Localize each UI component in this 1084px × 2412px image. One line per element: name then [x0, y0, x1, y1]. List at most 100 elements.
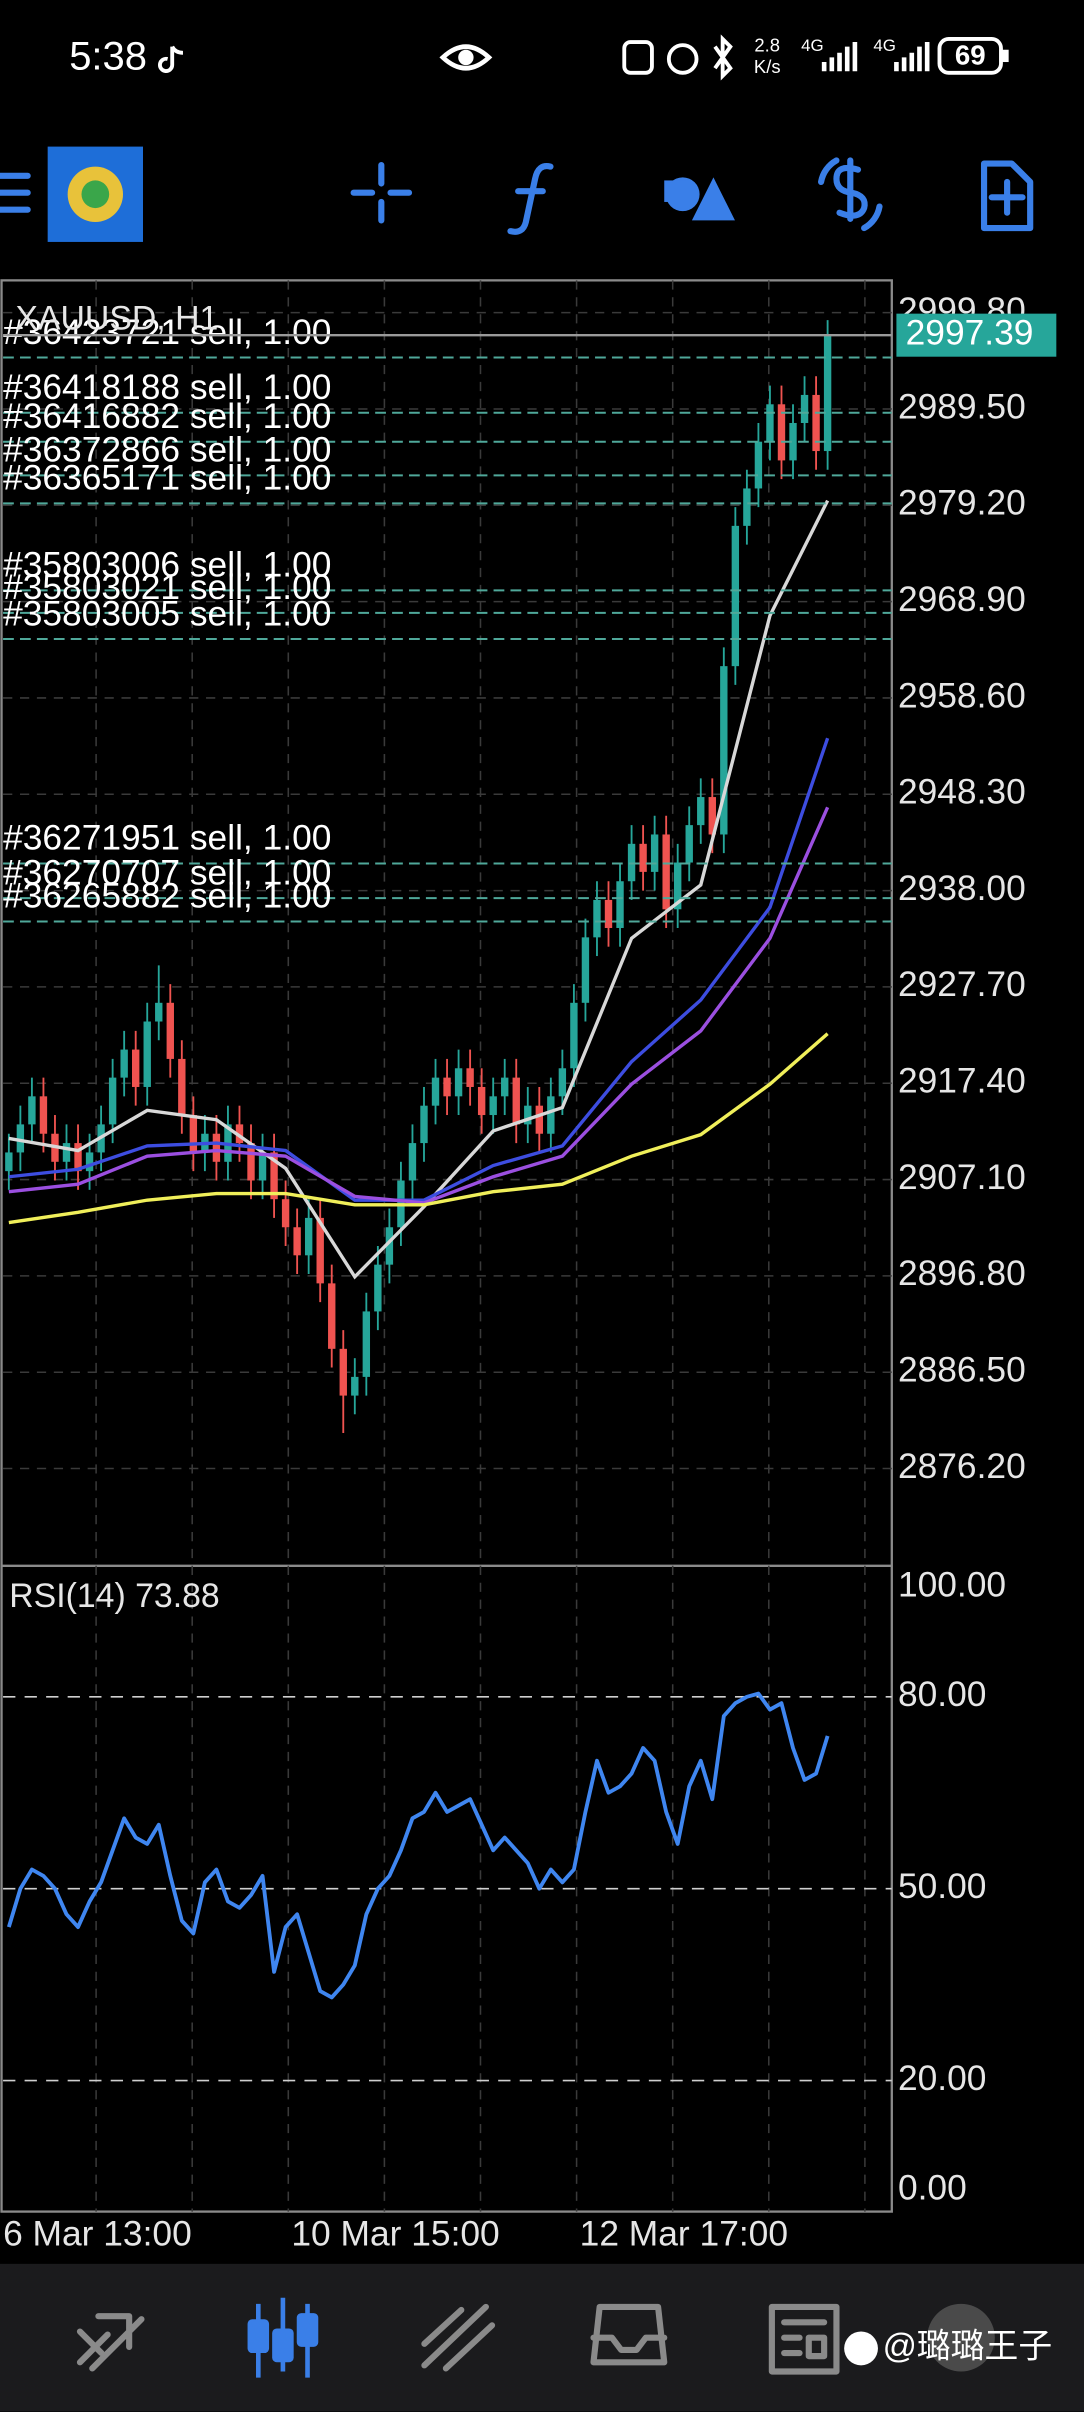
battery-tip [1002, 49, 1009, 63]
order-label: #36418188 sell, 1.00 [3, 368, 331, 407]
candle-body [270, 1152, 278, 1200]
battery-level: 69 [955, 40, 986, 71]
candle-body [431, 1077, 440, 1106]
clock: 5:38 [69, 35, 147, 79]
candle-body [166, 1002, 174, 1059]
quotes-tab[interactable] [76, 2313, 145, 2372]
candle-body [720, 666, 728, 835]
candle-body [616, 881, 624, 928]
candle-body [362, 1311, 371, 1377]
status-bar: 5:38 2.8 K/s 4G 4G 69 [69, 34, 1009, 81]
candle-body [443, 1077, 451, 1097]
chart-tab-candle [296, 2313, 319, 2347]
candle-body [454, 1068, 463, 1097]
candle-body [385, 1227, 394, 1265]
rsi-title: RSI(14) 73.88 [9, 1577, 220, 1615]
candle-body [604, 899, 613, 928]
objects-button[interactable] [664, 177, 735, 221]
tiktok-icon [158, 45, 184, 73]
candle-body [547, 1096, 555, 1134]
net-speed-unit: K/s [754, 56, 781, 77]
moving-average [8, 1032, 829, 1225]
y-tick-label: 2876.20 [898, 1447, 1026, 1486]
candle-body [235, 1124, 244, 1144]
candle-body [5, 1152, 13, 1172]
toolbar [0, 146, 1034, 242]
current-price-label: 2997.39 [906, 314, 1034, 353]
candle-body [132, 1049, 140, 1087]
bluetooth-icon [713, 34, 733, 81]
trade-button[interactable] [817, 157, 883, 232]
candle-body [477, 1086, 486, 1116]
candle-body [178, 1058, 186, 1116]
candle-body [674, 862, 682, 910]
candle-body [650, 834, 659, 872]
candle-body [155, 1002, 163, 1022]
candle-body [62, 1143, 71, 1162]
y-tick-label: 2958.60 [898, 676, 1026, 715]
candle-body [351, 1376, 359, 1396]
plot: 2999.802989.502979.202968.902958.602948.… [3, 280, 1057, 2254]
objects-triangle [691, 177, 735, 221]
alarm-icon [666, 43, 699, 75]
chart-tab-candle [272, 2328, 294, 2363]
order-label: #35803006 sell, 1.00 [3, 546, 331, 585]
news-tab[interactable] [768, 2303, 840, 2375]
chart-frame [0, 279, 893, 2213]
candle-body [777, 404, 786, 461]
y-tick-label: 2907.10 [898, 1158, 1026, 1197]
candle-body [120, 1049, 128, 1078]
chart-title: XAUUSD, H1 [15, 299, 218, 337]
moving-average [8, 806, 830, 1205]
x-tick-label: 6 Mar 13:00 [3, 2215, 192, 2254]
x-tick-label: 12 Mar 17:00 [580, 2215, 788, 2254]
history-tab[interactable] [590, 2303, 668, 2366]
trade-tab[interactable] [421, 2303, 496, 2372]
order-label: #36270707 sell, 1.00 [3, 853, 331, 892]
y-tick-label: 2927.70 [898, 965, 1026, 1004]
candle-body [581, 937, 590, 1003]
rsi-tick-label: 80.00 [898, 1675, 987, 1714]
bottom-nav: @璐璐王子 [0, 2263, 1084, 2412]
candle-body [593, 899, 601, 938]
current-price-box [896, 313, 1057, 357]
crosshair-button[interactable] [350, 161, 413, 224]
chart-tab[interactable] [247, 2297, 319, 2378]
candle-body [293, 1227, 301, 1256]
candle-body [143, 1021, 151, 1087]
rsi-tick-label: 100.00 [898, 1566, 1006, 1605]
network-type: 4G [873, 36, 896, 55]
chat-tab[interactable] [927, 2303, 995, 2372]
app-icon-logo-inner [81, 180, 110, 209]
y-tick-label: 2896.80 [898, 1254, 1026, 1293]
new-order-button[interactable] [980, 160, 1034, 232]
watermark: @璐璐王子 [883, 2327, 1053, 2365]
y-tick-label: 2979.20 [898, 484, 1026, 523]
candle-body [258, 1152, 267, 1181]
nav-background [0, 2263, 1084, 2412]
candle-body [489, 1096, 497, 1116]
candle-body [558, 1068, 567, 1097]
candle-body [189, 1115, 198, 1153]
chart-tab-candle [247, 2319, 270, 2354]
candle-body [28, 1096, 36, 1125]
candle-body [823, 335, 832, 452]
order-label: #36416882 sell, 1.00 [3, 397, 331, 436]
signal-2 [894, 42, 930, 72]
y-tick-label: 2968.90 [898, 580, 1026, 619]
objects-square [664, 180, 686, 202]
candle-body [339, 1348, 347, 1396]
order-label: #35803005 sell, 1.00 [3, 594, 331, 633]
menu-button[interactable] [0, 172, 31, 213]
candle-body [789, 422, 797, 461]
candle-body [639, 843, 647, 872]
candle-body [39, 1096, 48, 1134]
indicators-button[interactable] [507, 163, 554, 235]
candle-body [708, 797, 716, 835]
y-tick-label: 2886.50 [898, 1351, 1026, 1390]
candle-body [466, 1068, 474, 1087]
candle-body [281, 1199, 290, 1228]
